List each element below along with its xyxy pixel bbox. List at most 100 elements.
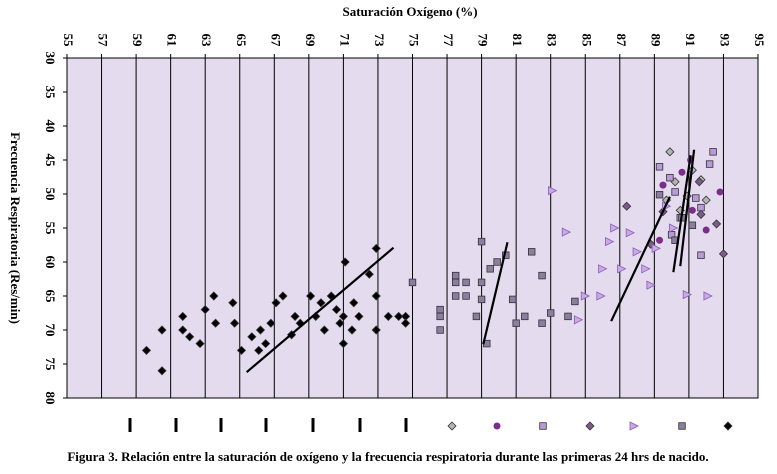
point (451, 271, 460, 280)
y-tick-label: 75 (43, 358, 58, 372)
point (290, 311, 300, 321)
y-tick-label: 60 (43, 256, 58, 269)
point (230, 318, 240, 328)
legend-marker (447, 421, 457, 431)
point (665, 147, 675, 157)
point (605, 236, 615, 247)
point (338, 339, 348, 349)
y-tick-label: 80 (43, 392, 58, 405)
point (340, 257, 350, 267)
point (655, 190, 664, 199)
point (209, 291, 219, 301)
point (247, 332, 257, 342)
y-tick-label: 30 (43, 52, 58, 65)
point (573, 315, 584, 325)
legend-marker (629, 421, 639, 431)
x-tick-label: 61 (165, 34, 180, 47)
point (671, 188, 679, 196)
point (632, 247, 642, 257)
point (371, 325, 381, 335)
point (338, 311, 348, 321)
point (548, 185, 558, 196)
x-tick-label: 93 (717, 34, 732, 48)
point (646, 280, 656, 290)
point (625, 228, 636, 238)
point (371, 291, 381, 301)
point (538, 319, 546, 327)
x-tick-label: 69 (303, 34, 318, 48)
y-tick-label: 50 (43, 188, 58, 201)
point (254, 345, 264, 355)
point (702, 226, 710, 234)
point (266, 318, 276, 328)
trend-line (672, 155, 692, 273)
point (477, 278, 486, 287)
point (561, 227, 572, 237)
x-tick-label: 59 (130, 34, 145, 48)
chart-title: Saturación Oxígeno (%) (342, 4, 477, 19)
point (185, 332, 195, 342)
y-tick-label: 40 (43, 120, 58, 133)
x-tick-label: 79 (476, 34, 491, 48)
caption: Figura 3. Relación entre la saturación d… (67, 449, 708, 464)
legend-bars (128, 418, 408, 432)
x-tick-label: 87 (614, 34, 629, 48)
x-tick-label: 77 (441, 34, 456, 48)
point (200, 305, 210, 315)
point (451, 278, 460, 287)
y-tick-label: 65 (43, 290, 58, 304)
point (656, 236, 664, 244)
point (271, 298, 281, 308)
x-tick-label: 55 (61, 34, 76, 48)
point (157, 325, 167, 335)
point (477, 237, 486, 246)
point (701, 195, 711, 205)
point (401, 318, 411, 328)
point (651, 243, 661, 254)
point (547, 309, 555, 317)
x-tick-label: 89 (648, 34, 663, 48)
point (141, 345, 152, 355)
point (688, 206, 696, 214)
point (709, 148, 717, 156)
point (564, 312, 572, 321)
point (462, 278, 470, 287)
point (641, 264, 651, 274)
x-tick-label: 81 (510, 34, 525, 47)
x-tick-label: 85 (579, 34, 594, 48)
legend-marker (723, 421, 733, 431)
y-axis-label: Frecuencia Respiratoria (Res/min) (8, 132, 23, 324)
point (383, 311, 393, 321)
point (538, 271, 546, 280)
point (666, 173, 674, 182)
point (335, 318, 345, 328)
point (451, 292, 460, 300)
point (236, 345, 247, 355)
point (347, 325, 357, 335)
point (472, 312, 481, 321)
point (655, 163, 664, 171)
x-tick-label: 75 (407, 34, 422, 48)
y-tick-label: 35 (43, 86, 58, 100)
x-tick-label: 63 (199, 34, 214, 48)
point (508, 295, 517, 304)
point (316, 298, 326, 308)
point (521, 312, 529, 321)
point (436, 312, 444, 321)
x-tick-label: 91 (683, 34, 698, 47)
point (486, 265, 494, 273)
legend-marker (493, 422, 501, 430)
point (371, 243, 381, 253)
point (622, 201, 632, 211)
y-tick-label: 55 (43, 222, 58, 236)
point (349, 298, 359, 308)
point (436, 326, 444, 334)
point (696, 209, 706, 219)
x-tick-label: 57 (96, 34, 111, 48)
point (394, 311, 404, 321)
point (596, 291, 606, 301)
point (331, 305, 342, 315)
point (716, 188, 724, 196)
point (278, 291, 288, 301)
